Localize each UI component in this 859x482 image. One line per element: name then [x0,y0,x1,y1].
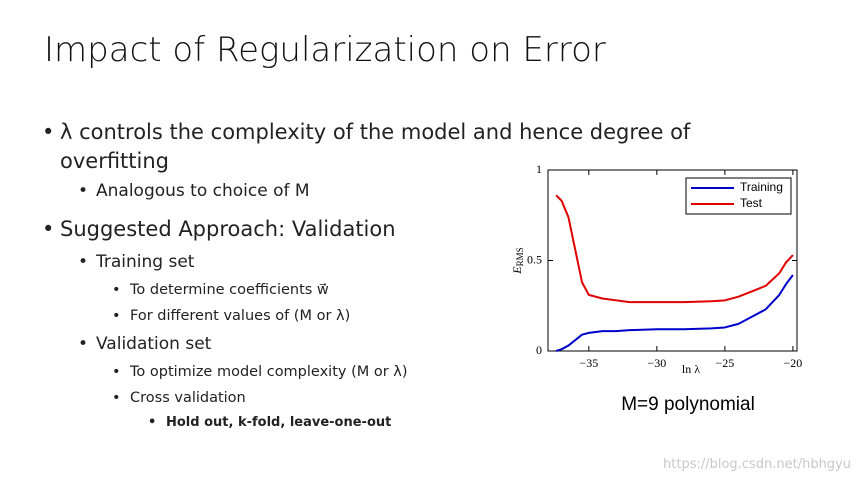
x-tick-label: −35 [579,356,598,370]
slide-title: Impact of Regularization on Error [44,30,606,70]
bullet-item: To optimize model complexity (M or λ) [112,364,408,380]
bullet-item: Training set [78,252,195,272]
x-tick-label: −30 [647,356,666,370]
chart-caption: M=9 polynomial [621,394,755,415]
bullet-item: λ controls the complexity of the model a… [42,118,730,176]
bullet-item: Hold out, k-fold, leave-one-out [148,415,391,430]
y-axis-label-main: E [510,266,524,275]
y-tick-label: 0.5 [527,252,542,266]
bullet-item: Analogous to choice of M [78,181,310,201]
y-tick-label: 1 [536,162,542,176]
series-line [555,274,794,352]
y-axis-label: ERMS [510,247,525,274]
legend-box [685,177,792,215]
x-axis-label: ln λ [682,362,700,376]
legend-label: Test [740,196,763,210]
legend-label: Training [740,180,783,194]
series-line [555,194,794,304]
bullet-item: Cross validation [112,390,246,406]
x-tick-label: −20 [784,356,803,370]
bullet-item: Validation set [78,334,211,354]
bullet-item: Suggested Approach: Validation [42,217,396,241]
x-tick-label: −25 [715,356,734,370]
y-tick-label: 0 [536,343,542,357]
bullet-item: For different values of (M or λ) [112,308,350,324]
watermark: https://blog.csdn.net/hbhgyu [663,457,851,472]
bullet-item: To determine coefficients w⃗ [112,282,329,298]
y-axis-label-sub: RMS [515,247,525,266]
